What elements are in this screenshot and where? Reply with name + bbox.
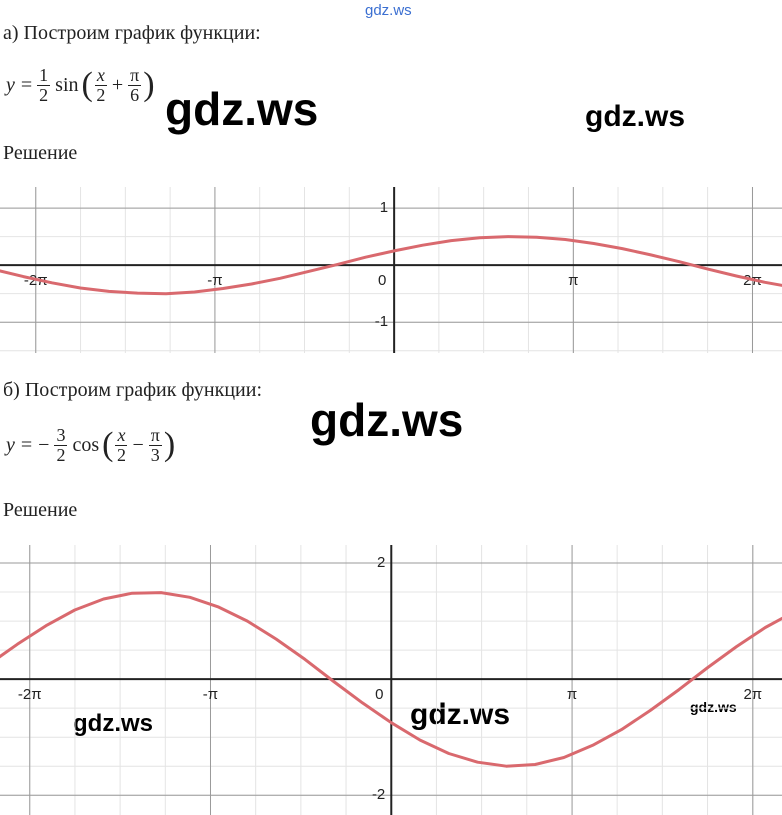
watermark: gdz.ws xyxy=(585,100,686,133)
watermark: gdz.ws xyxy=(410,698,511,731)
formula-token: + xyxy=(111,73,124,96)
numerator: π xyxy=(128,65,142,86)
formula-token: = xyxy=(20,73,33,96)
y-tick-label: 2 xyxy=(377,554,385,571)
x-tick-label: π xyxy=(568,272,578,289)
numerator: 3 xyxy=(54,425,68,446)
numerator: x xyxy=(94,65,107,86)
solution-label: Решение xyxy=(3,499,78,521)
denominator: 2 xyxy=(96,84,106,105)
heading: б) Построим график функции: xyxy=(3,379,263,401)
x-tick-label: 0 xyxy=(375,686,383,703)
chart: -2π -π 0 π 2π-11 xyxy=(0,187,782,353)
x-tick-label: 2π xyxy=(743,686,762,703)
y-tick-label: -1 xyxy=(375,313,388,330)
formula-token: = xyxy=(20,433,33,456)
denominator: 3 xyxy=(150,444,160,465)
formula-token: y xyxy=(6,73,15,96)
denominator: 2 xyxy=(116,444,126,465)
curve xyxy=(0,235,782,296)
y-tick-label: -2 xyxy=(372,786,385,803)
watermark: gdz.ws xyxy=(690,699,737,715)
numerator: x xyxy=(115,425,128,446)
denominator: 6 xyxy=(130,84,140,105)
x-tick-label: -2π xyxy=(18,686,42,703)
x-tick-label: π xyxy=(567,686,577,703)
formula-token: − xyxy=(38,433,50,456)
formula-token: ( xyxy=(81,66,93,104)
numerator: π xyxy=(148,425,162,446)
x-tick-label: -π xyxy=(207,272,222,289)
watermark: gdz.ws xyxy=(365,2,412,19)
curve xyxy=(0,591,782,768)
formula-token: ( xyxy=(102,426,114,464)
chart: -2π -π 0 π 2π -2 2 xyxy=(0,545,782,815)
formula-token: y xyxy=(6,433,15,456)
solution-label: Решение xyxy=(3,142,78,164)
x-tick-label: 0 xyxy=(378,272,386,289)
formula-token: sin xyxy=(55,73,79,96)
formula-token: ) xyxy=(163,426,176,464)
watermark: gdz.ws xyxy=(165,83,319,135)
watermark: gdz.ws xyxy=(73,710,154,737)
x-tick-label: -π xyxy=(203,686,218,703)
numerator: 1 xyxy=(37,65,51,86)
formula: y = 1 2 sin(x 2 + π 6) xyxy=(3,66,155,105)
formula-token: − xyxy=(132,433,144,456)
heading: а) Построим график функции: xyxy=(3,22,261,44)
formula: y = −3 2 cos(x 2− π 3) xyxy=(3,426,175,465)
denominator: 2 xyxy=(56,444,66,465)
formula-token: ) xyxy=(143,66,155,104)
watermark: gdz.ws xyxy=(310,394,464,446)
denominator: 2 xyxy=(39,84,49,105)
y-tick-label: 1 xyxy=(380,199,388,216)
formula-token: cos xyxy=(72,433,100,456)
